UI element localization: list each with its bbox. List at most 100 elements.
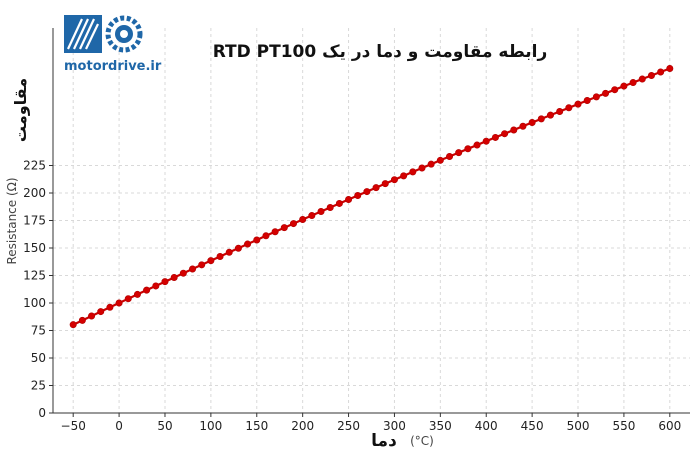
x-tick-label: 450 — [521, 419, 544, 433]
x-ticks: −50 0 50 100 150 200 250 300 350 400 450 500 550 600 — [61, 413, 681, 433]
x-tick-label: 600 — [658, 419, 681, 433]
data-point — [69, 321, 77, 329]
series-line — [72, 67, 671, 326]
x-tick-label: 250 — [337, 419, 360, 433]
data-point — [189, 265, 197, 273]
data-point — [88, 312, 96, 320]
data-point — [565, 104, 573, 112]
y-ticks: 0 25 50 75 100 125 150 175 200 225 — [23, 159, 53, 420]
data-point — [161, 278, 169, 286]
data-point — [308, 212, 316, 220]
y-tick-label: 175 — [23, 214, 46, 228]
y-tick-label: 0 — [38, 406, 46, 420]
x-tick-label: 550 — [612, 419, 635, 433]
data-point — [390, 176, 398, 184]
data-point — [409, 168, 417, 176]
data-point — [592, 93, 600, 101]
data-point — [345, 195, 353, 203]
data-point — [115, 299, 123, 307]
data-point — [647, 72, 655, 80]
data-point — [556, 107, 564, 115]
data-point — [234, 244, 242, 252]
data-point — [510, 126, 518, 134]
data-point — [143, 286, 151, 294]
data-point — [106, 303, 114, 311]
y-tick-label: 125 — [23, 269, 46, 283]
data-point — [289, 220, 297, 228]
data-point — [528, 118, 536, 126]
data-point — [455, 149, 463, 157]
data-point — [133, 290, 141, 298]
data-point — [271, 228, 279, 236]
data-point — [629, 79, 637, 87]
data-point — [446, 152, 454, 160]
x-tick-label: 200 — [291, 419, 314, 433]
data-point — [216, 252, 224, 260]
y-tick-label: 50 — [31, 351, 46, 365]
data-point — [198, 261, 206, 269]
logo-gear-center-icon — [120, 30, 128, 38]
y-axis-label-secondary: Resistance (Ω) — [5, 177, 19, 264]
data-point — [482, 137, 490, 145]
data-point — [537, 115, 545, 123]
data-point — [602, 89, 610, 97]
data-point — [427, 160, 435, 168]
data-point — [225, 248, 233, 256]
data-point — [372, 184, 380, 192]
data-point — [546, 111, 554, 119]
data-point — [262, 232, 270, 240]
data-point — [207, 257, 215, 265]
grid — [53, 28, 690, 414]
data-point — [78, 316, 86, 324]
data-point — [170, 273, 178, 281]
data-point — [381, 180, 389, 188]
x-axis-label-unit: (°C) — [410, 434, 434, 448]
data-point — [363, 188, 371, 196]
logo: motordrive.ir — [64, 15, 162, 74]
data-point — [491, 133, 499, 141]
y-tick-label: 200 — [23, 186, 46, 200]
y-tick-label: 150 — [23, 241, 46, 255]
data-point — [611, 86, 619, 94]
data-point — [152, 282, 160, 290]
y-tick-label: 25 — [31, 379, 46, 393]
data-point — [464, 145, 472, 153]
x-tick-label: −50 — [61, 419, 86, 433]
data-point — [657, 68, 665, 76]
y-tick-label: 225 — [23, 159, 46, 173]
logo-gear-icon — [105, 15, 143, 53]
data-point — [326, 204, 334, 212]
x-tick-label: 0 — [115, 419, 123, 433]
data-point — [620, 82, 628, 90]
data-point — [253, 236, 261, 244]
data-point — [354, 192, 362, 200]
y-axis-label: مقاومت — [11, 78, 30, 142]
data-point — [666, 64, 674, 72]
data-point — [179, 269, 187, 277]
data-point — [501, 130, 509, 138]
data-point — [244, 240, 252, 248]
x-tick-label: 500 — [567, 419, 590, 433]
x-tick-label: 400 — [475, 419, 498, 433]
x-tick-label: 150 — [245, 419, 268, 433]
x-tick-label: 350 — [429, 419, 452, 433]
data-point — [335, 199, 343, 207]
x-tick-label: 100 — [199, 419, 222, 433]
logo-square-icon — [64, 15, 102, 53]
y-tick-label: 75 — [31, 324, 46, 338]
data-point — [638, 75, 646, 83]
data-point — [280, 224, 288, 232]
chart-title: رابطه مقاومت و دما در یک RTD PT100 — [213, 42, 548, 62]
data-point — [574, 100, 582, 108]
data-point — [97, 308, 105, 316]
data-point — [436, 156, 444, 164]
data-point — [473, 141, 481, 149]
data-point — [519, 122, 527, 130]
x-tick-label: 50 — [157, 419, 172, 433]
series-layer — [69, 64, 674, 329]
y-tick-label: 100 — [23, 296, 46, 310]
x-axis-label: دما — [371, 431, 397, 451]
data-point — [317, 207, 325, 215]
logo-stripes-icon — [67, 18, 99, 50]
